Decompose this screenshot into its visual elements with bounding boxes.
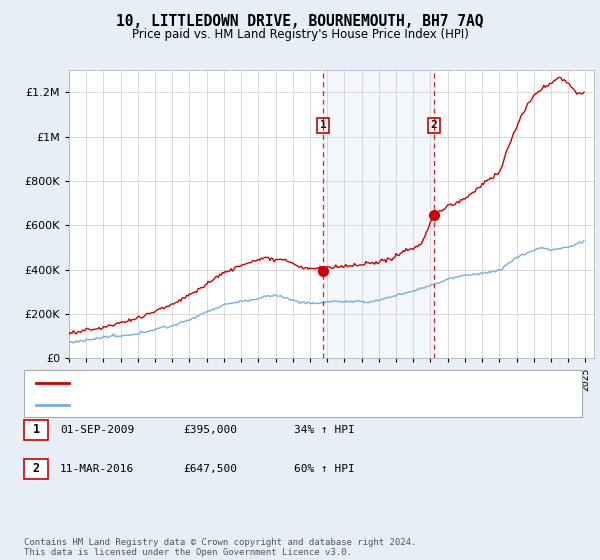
Text: 34% ↑ HPI: 34% ↑ HPI <box>294 424 355 435</box>
Text: 11-MAR-2016: 11-MAR-2016 <box>60 464 134 474</box>
Text: 10, LITTLEDOWN DRIVE, BOURNEMOUTH, BH7 7AQ: 10, LITTLEDOWN DRIVE, BOURNEMOUTH, BH7 7… <box>116 14 484 29</box>
Text: Contains HM Land Registry data © Crown copyright and database right 2024.
This d: Contains HM Land Registry data © Crown c… <box>24 538 416 557</box>
Text: £395,000: £395,000 <box>183 424 237 435</box>
Bar <box>323 70 434 358</box>
Text: 1: 1 <box>320 120 326 130</box>
Text: 60% ↑ HPI: 60% ↑ HPI <box>294 464 355 474</box>
Text: Price paid vs. HM Land Registry's House Price Index (HPI): Price paid vs. HM Land Registry's House … <box>131 28 469 41</box>
Text: 2: 2 <box>32 462 40 475</box>
Text: 2: 2 <box>431 120 437 130</box>
Text: 10, LITTLEDOWN DRIVE, BOURNEMOUTH, BH7 7AQ (detached house): 10, LITTLEDOWN DRIVE, BOURNEMOUTH, BH7 7… <box>75 378 444 388</box>
Text: 01-SEP-2009: 01-SEP-2009 <box>60 424 134 435</box>
Text: HPI: Average price, detached house, Bournemouth Christchurch and Poole: HPI: Average price, detached house, Bour… <box>75 400 512 410</box>
Text: 1: 1 <box>32 423 40 436</box>
Text: £647,500: £647,500 <box>183 464 237 474</box>
